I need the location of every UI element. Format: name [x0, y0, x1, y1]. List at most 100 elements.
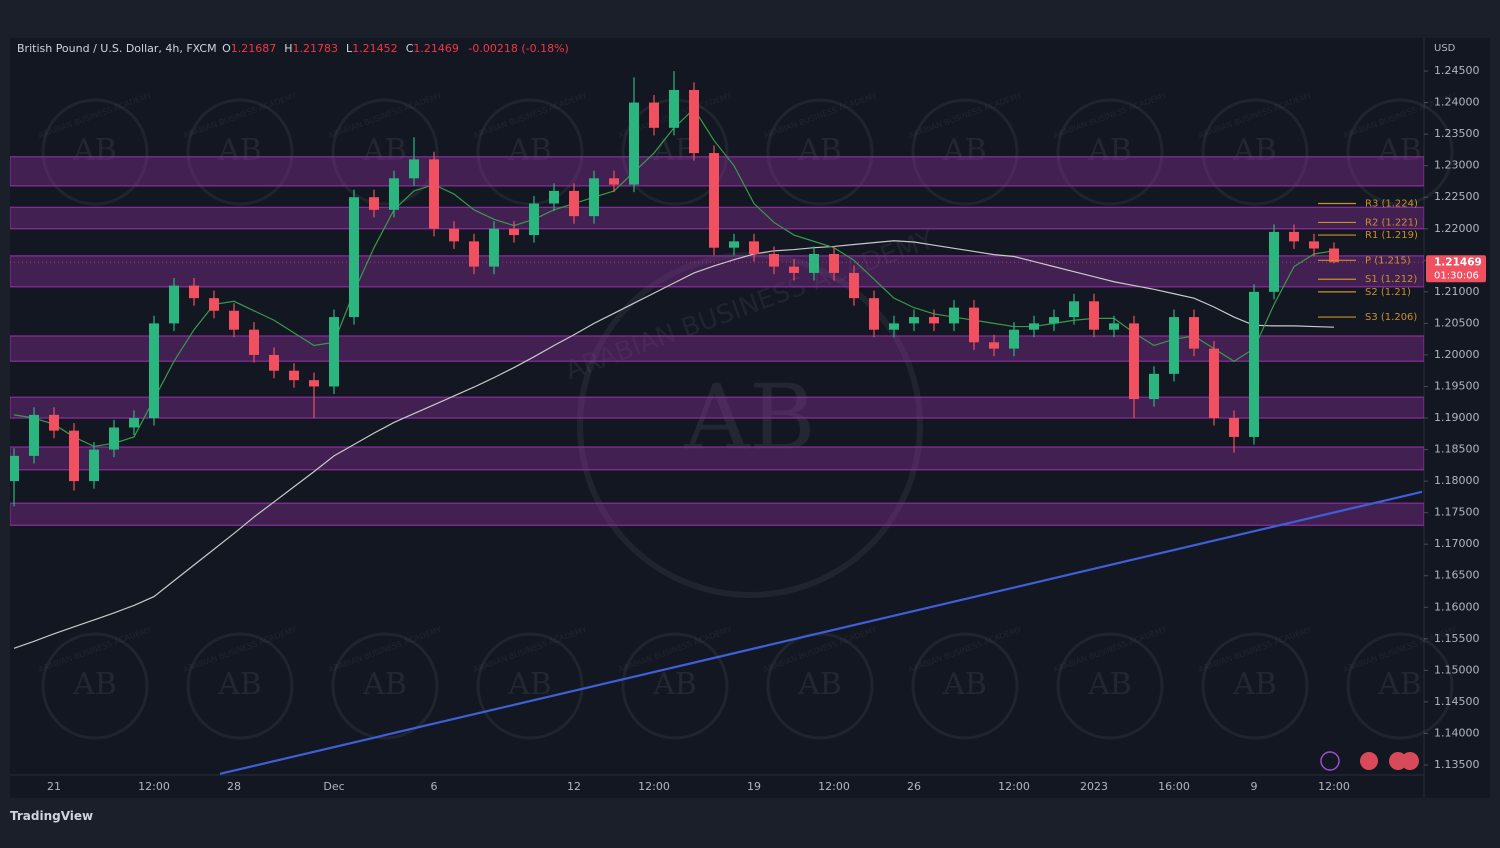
x-tick-label: 12:00 [138, 780, 170, 793]
ohlc-key: H [284, 42, 293, 55]
watermark-logo: AB [1087, 133, 1132, 168]
candle-body [649, 102, 659, 128]
ohlc-value: 1.21783 [292, 42, 339, 55]
candle-body [509, 228, 519, 236]
y-tick-label: 1.24000 [1434, 96, 1480, 109]
watermark-ring [1201, 632, 1309, 740]
y-tick-label: 1.19500 [1434, 379, 1480, 392]
watermark-logo: AB [797, 667, 842, 702]
x-tick-label: 12:00 [638, 780, 670, 793]
y-tick-label: 1.18000 [1434, 474, 1480, 487]
watermark-logo: AB [72, 133, 117, 168]
candle-body [229, 310, 239, 330]
watermark-logo: AB [362, 667, 407, 702]
watermark-ring [621, 632, 729, 740]
candle-body [889, 323, 899, 330]
watermark-logo: AB [507, 133, 552, 168]
y-tick-label: 1.23500 [1434, 127, 1480, 140]
candle-body [1169, 317, 1179, 374]
candle-body [249, 329, 259, 355]
watermark-ring [766, 98, 874, 206]
candle-body [629, 102, 639, 185]
x-tick-label: 12:00 [818, 780, 850, 793]
candle-body [169, 285, 179, 324]
ohlc-key: L [346, 42, 353, 55]
brand: TradingView [10, 809, 94, 823]
y-tick-label: 1.20000 [1434, 348, 1480, 361]
pivot-label: S1 (1.212) [1365, 274, 1417, 285]
candle-body [1009, 329, 1019, 349]
y-tick-label: 1.17500 [1434, 506, 1480, 519]
ohlc: O1.21687 H1.21783 L1.21452 C1.21469 [220, 42, 465, 55]
event-icon[interactable] [1360, 752, 1378, 770]
y-tick-label: 1.22500 [1434, 190, 1480, 203]
watermark-ring [1056, 632, 1164, 740]
watermark-ring [911, 98, 1019, 206]
candle-body [89, 449, 99, 482]
zone [10, 255, 1424, 288]
x-tick-label: 6 [431, 780, 438, 793]
candle-body [209, 298, 219, 311]
x-tick-label: 2023 [1080, 780, 1108, 793]
candle-body [949, 307, 959, 324]
candle-body [1129, 323, 1139, 400]
candle-body [129, 418, 139, 428]
zone [10, 446, 1424, 471]
x-tick-label: 16:00 [1158, 780, 1190, 793]
zone [10, 502, 1424, 526]
ohlc-value: 1.21469 [413, 42, 459, 55]
watermark-ring [476, 632, 584, 740]
candle-body [349, 197, 359, 318]
trendline [219, 490, 1423, 775]
pivot-label: S2 (1.21) [1365, 287, 1411, 298]
ohlc-value: 1.21687 [230, 42, 277, 55]
ohlc-key: C [405, 42, 414, 55]
candle-body [669, 89, 679, 128]
y-tick-label: 1.22000 [1434, 222, 1480, 235]
candle-body [429, 159, 439, 229]
zone [10, 396, 1424, 419]
watermark-logo: AB [797, 133, 842, 168]
x-tick-label: Dec [323, 780, 344, 793]
watermark-ring [41, 632, 149, 740]
candle-body [109, 427, 119, 450]
candle-body [909, 317, 919, 324]
candle-body [469, 241, 479, 267]
y-tick-label: 1.24500 [1434, 64, 1480, 77]
pivot-label: S3 (1.206) [1365, 312, 1417, 323]
y-tick-label: 1.18500 [1434, 443, 1480, 456]
candle-body [1069, 301, 1079, 318]
watermark-logo: AB [1377, 133, 1422, 168]
y-tick-label: 1.14500 [1434, 695, 1480, 708]
x-tick-label: 12 [567, 780, 581, 793]
y-tick-label: 1.16000 [1434, 600, 1480, 613]
candle-body [969, 307, 979, 343]
candle-body [1089, 301, 1099, 330]
watermark-ring [1056, 98, 1164, 206]
pivot-label: R2 (1.221) [1365, 217, 1418, 228]
x-tick-label: 19 [747, 780, 761, 793]
candle-body [709, 153, 719, 248]
x-tick-label: 28 [227, 780, 241, 793]
candle-body [389, 178, 399, 210]
watermark-ring [1346, 98, 1454, 206]
x-tick-label: 26 [907, 780, 921, 793]
candle-body [849, 272, 859, 299]
candle-body [1229, 418, 1239, 437]
plot [10, 71, 1424, 775]
pivot-label: P (1.215) [1365, 255, 1411, 266]
y-tick-label: 1.21000 [1434, 285, 1480, 298]
candle-body [189, 285, 199, 299]
alert-icon[interactable] [1320, 751, 1340, 771]
axis-label: USD [1434, 43, 1456, 54]
candle-body [549, 190, 559, 204]
candle-body [529, 203, 539, 236]
moving-average [13, 240, 1335, 649]
x-tick-label: 9 [1251, 780, 1258, 793]
y-tick-label: 1.20500 [1434, 316, 1480, 329]
watermark-logo: AB [1087, 667, 1132, 702]
candle-body [49, 414, 59, 431]
candle-body [789, 266, 799, 273]
event-icon[interactable] [1401, 752, 1419, 770]
